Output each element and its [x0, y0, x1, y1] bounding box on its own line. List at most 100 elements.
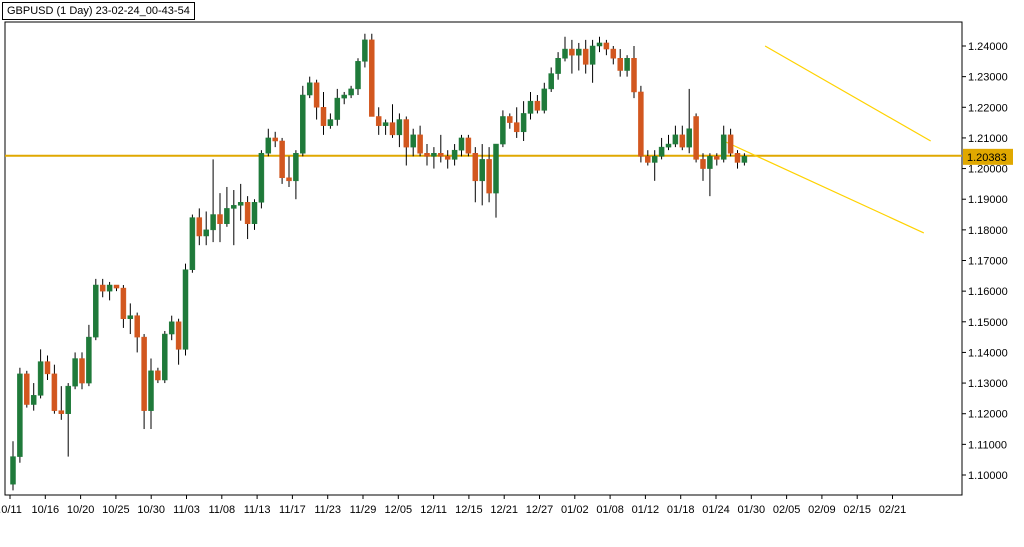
candle — [265, 128, 272, 157]
candle-body-bear — [700, 159, 706, 169]
candle-body-bull — [651, 156, 658, 163]
candle-body-bull — [168, 321, 175, 335]
candle — [65, 383, 71, 457]
candle — [58, 386, 65, 420]
candle-body-bear — [286, 177, 292, 182]
x-tick-label: 01/08 — [596, 504, 624, 516]
candle-body-bear — [175, 321, 182, 350]
candle — [148, 358, 154, 430]
candle-body-bull — [265, 137, 272, 154]
candle — [389, 104, 396, 138]
candle — [638, 85, 644, 163]
candle — [665, 134, 672, 151]
candle — [645, 150, 651, 166]
candle — [320, 91, 327, 135]
time-axis: .0/11 10/16 10/20 10/25 10/30 11/03 11/08 11/13… — [0, 495, 906, 516]
candle — [686, 88, 692, 154]
candle — [113, 284, 120, 292]
candle — [10, 441, 16, 491]
candle-body-bull — [686, 128, 692, 148]
candle-body-bull — [658, 146, 665, 157]
candle — [479, 144, 485, 206]
candle-body-bull — [431, 153, 437, 157]
y-tick-label: 1.20000 — [968, 164, 1008, 176]
candle — [707, 153, 713, 197]
candle — [610, 46, 617, 65]
x-tick-label: 11/03 — [173, 504, 200, 516]
candle-body-bull — [458, 137, 465, 151]
candle-body-bear — [679, 134, 686, 148]
candle-body-bear — [217, 214, 223, 224]
candle-body-bear — [79, 358, 85, 384]
candle — [203, 211, 209, 246]
candle — [120, 285, 127, 328]
candle-body-bear — [44, 361, 51, 375]
candle — [251, 199, 258, 230]
candle-body-bull — [382, 122, 389, 126]
candle-body-bull — [451, 149, 458, 160]
candle — [693, 113, 699, 163]
candle — [382, 119, 389, 135]
candle-body-bear — [279, 140, 285, 179]
candle-body-bear — [113, 284, 120, 289]
candle — [99, 278, 106, 298]
candle-body-bear — [486, 159, 492, 194]
candle-body-bear — [196, 217, 203, 237]
channel-upper-line — [764, 45, 931, 142]
price-badge-bg — [963, 148, 1013, 165]
candle-body-bull — [672, 134, 679, 145]
candle-body-bull — [589, 45, 596, 65]
x-tick-label: 02/21 — [879, 504, 907, 516]
candle-body-bull — [493, 143, 499, 194]
x-tick-label: 12/21 — [490, 504, 518, 516]
candle — [355, 58, 361, 96]
candle — [417, 125, 423, 157]
candle-body-bull — [327, 119, 334, 126]
candle — [127, 303, 134, 335]
candle — [37, 349, 44, 399]
candle — [720, 125, 727, 163]
candle-body-bear — [438, 153, 444, 157]
price-badge-label: 1.20383 — [967, 152, 1007, 164]
candle — [438, 134, 444, 163]
x-tick-label: 11/29 — [350, 504, 377, 516]
candle — [500, 110, 506, 148]
x-tick-label: 11/23 — [314, 504, 341, 516]
x-tick-label: 02/05 — [773, 504, 801, 516]
candle — [182, 263, 189, 356]
x-tick-label: 10/20 — [67, 504, 95, 516]
x-tick-label: 10/30 — [137, 504, 165, 516]
candle-body-bull — [106, 284, 113, 292]
candle-body-bull — [362, 39, 368, 62]
candle — [362, 33, 368, 68]
candle — [79, 352, 85, 390]
y-tick-label: 1.15000 — [968, 317, 1008, 329]
candle — [403, 116, 410, 166]
candle-body-bear — [320, 107, 327, 126]
x-tick-label: 12/11 — [420, 504, 447, 516]
candle — [431, 147, 437, 169]
candle — [369, 33, 375, 117]
y-tick-label: 1.11000 — [968, 439, 1007, 451]
candle-body-bull — [355, 61, 361, 90]
candle — [472, 147, 479, 203]
y-tick-label: 1.21000 — [968, 133, 1008, 145]
candle — [175, 318, 182, 365]
candle-body-bear — [631, 58, 637, 93]
candle-body-bull — [251, 202, 258, 224]
y-tick-label: 1.22000 — [968, 102, 1008, 114]
current-price-badge: 1.20383 — [963, 148, 1013, 165]
x-tick-label: 12/15 — [455, 504, 483, 516]
candle — [306, 76, 313, 99]
candle-body-bear — [610, 48, 617, 59]
candle — [24, 370, 30, 408]
candle — [424, 144, 430, 166]
candle — [458, 134, 465, 157]
candle-body-bear — [582, 48, 589, 65]
candle-body-bull — [93, 284, 99, 338]
candle — [237, 183, 244, 221]
candle-body-bear — [417, 134, 423, 154]
candle — [86, 324, 92, 387]
candle — [451, 144, 458, 166]
